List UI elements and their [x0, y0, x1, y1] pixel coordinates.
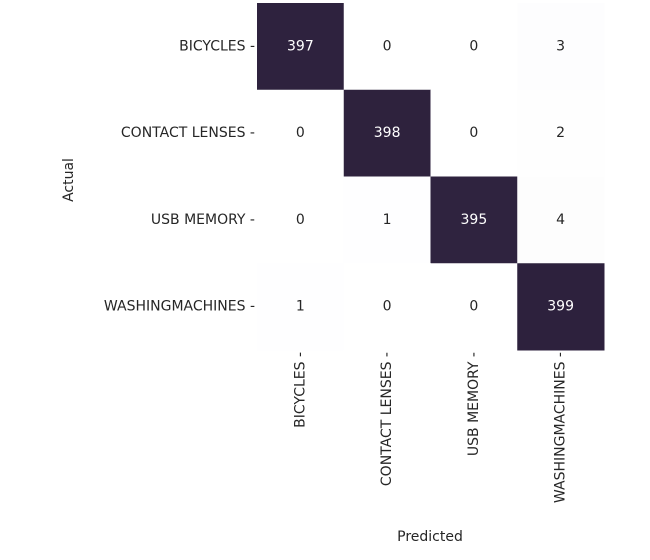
y-axis-label: Actual	[61, 158, 77, 202]
x-tick-label: BICYCLES -	[292, 352, 308, 428]
y-tick-label: BICYCLES -	[179, 38, 255, 54]
heatmap-cell-2-3	[517, 176, 605, 264]
y-axis-ticks: BICYCLES - CONTACT LENSES - USB MEMORY - WA…	[104, 38, 255, 314]
heatmap-cell-1-3	[517, 89, 605, 177]
heatmap-cell-3-0	[257, 263, 345, 351]
heatmap-cell-value-1-3: 2	[556, 125, 565, 141]
y-tick-label: USB MEMORY -	[151, 212, 255, 228]
heatmap-cell-0-1	[343, 3, 431, 91]
heatmap-cell-1-2	[430, 89, 518, 177]
heatmap-cell-2-1	[343, 176, 431, 264]
heatmap-cells	[257, 3, 605, 351]
y-tick-label: WASHINGMACHINES -	[104, 299, 255, 315]
heatmap-cell-values: 397 0 0 3 0 398 0 2 0 1 395 4 1 0 0 399	[287, 38, 574, 314]
x-tick-label: WASHINGMACHINES -	[553, 352, 569, 503]
heatmap-cell-value-3-2: 0	[469, 299, 478, 315]
heatmap-cell-value-2-2: 395	[461, 212, 488, 228]
heatmap-cell-value-1-0: 0	[296, 125, 305, 141]
heatmap-cell-value-0-0: 397	[287, 38, 314, 54]
heatmap-cell-value-2-0: 0	[296, 212, 305, 228]
heatmap-cell-value-2-1: 1	[383, 212, 392, 228]
x-axis-ticks: BICYCLES - CONTACT LENSES - USB MEMORY - WA…	[292, 352, 568, 503]
heatmap-cell-2-2	[430, 176, 518, 264]
heatmap-cell-0-2	[430, 3, 518, 91]
x-tick-label: USB MEMORY -	[466, 352, 482, 456]
heatmap-cell-value-3-0: 1	[296, 299, 305, 315]
heatmap-cell-3-3	[517, 263, 605, 351]
heatmap-cell-value-0-2: 0	[469, 38, 478, 54]
heatmap-cell-value-2-3: 4	[556, 212, 565, 228]
heatmap-cell-2-0	[257, 176, 345, 264]
heatmap-cell-value-1-2: 0	[469, 125, 478, 141]
heatmap-cell-value-1-1: 398	[374, 125, 401, 141]
heatmap-cell-value-3-1: 0	[383, 299, 392, 315]
heatmap-cell-3-2	[430, 263, 518, 351]
heatmap-cell-0-3	[517, 3, 605, 91]
heatmap-cell-value-3-3: 399	[547, 299, 574, 315]
heatmap-cell-value-0-3: 3	[556, 38, 565, 54]
heatmap-cell-0-0	[257, 3, 345, 91]
x-tick-label: CONTACT LENSES -	[379, 352, 395, 486]
y-tick-label: CONTACT LENSES -	[121, 125, 255, 141]
heatmap-cell-1-1	[343, 89, 431, 177]
x-axis-label: Predicted	[397, 529, 463, 545]
heatmap-cell-1-0	[257, 89, 345, 177]
heatmap-cell-value-0-1: 0	[383, 38, 392, 54]
heatmap-cell-3-1	[343, 263, 431, 351]
